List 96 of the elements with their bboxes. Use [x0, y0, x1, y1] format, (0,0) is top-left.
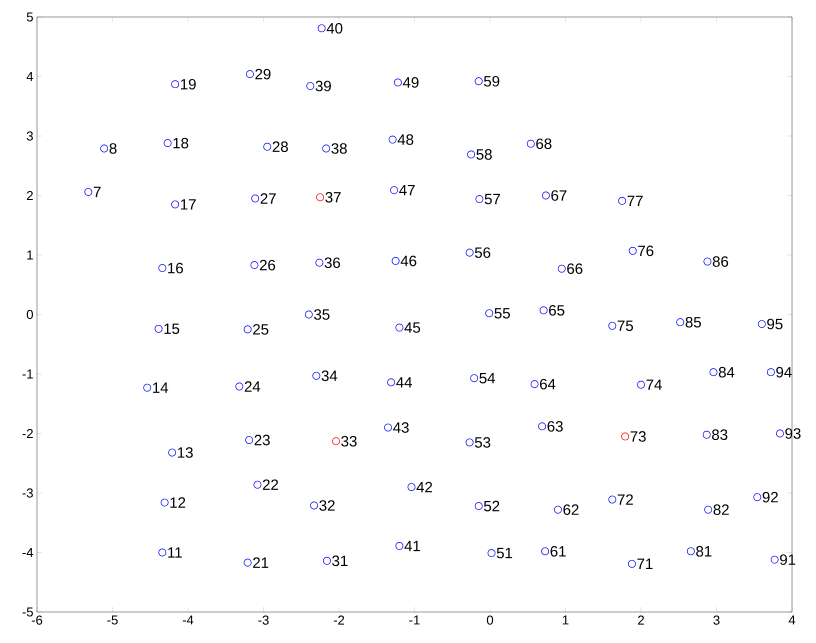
- x-tick-label: 0: [486, 616, 494, 625]
- annotation: 47: [399, 185, 415, 196]
- annotation: 92: [762, 492, 778, 502]
- annotation: 23: [254, 434, 270, 446]
- annotation: 49: [402, 77, 418, 88]
- x-tick-label: -1: [409, 616, 420, 624]
- x-tick-label: 2: [638, 616, 644, 625]
- annotation: 57: [484, 194, 500, 204]
- annotation: 15: [164, 324, 180, 334]
- annotation: 95: [767, 318, 782, 330]
- annotation: 39: [316, 80, 331, 92]
- annotation: 94: [776, 366, 792, 378]
- annotation: 16: [168, 262, 183, 274]
- annotation: 64: [540, 378, 556, 390]
- x-tick-label: 4: [788, 616, 796, 624]
- annotation: 84: [718, 366, 734, 378]
- annotation: 32: [319, 500, 335, 511]
- annotation: 37: [325, 192, 341, 203]
- y-tick-label: 1: [27, 250, 33, 260]
- annotation: 45: [404, 322, 420, 333]
- annotation: 24: [244, 381, 260, 392]
- annotation: 67: [551, 190, 566, 201]
- y-tick-label: -2: [22, 428, 33, 438]
- annotation: 74: [646, 380, 662, 390]
- annotation: 34: [322, 370, 338, 382]
- annotation: 29: [255, 68, 271, 80]
- annotation: 63: [548, 421, 563, 432]
- annotation: 35: [314, 309, 330, 320]
- x-tick-label: 3: [713, 616, 720, 625]
- x-tick-label: 1: [562, 616, 568, 624]
- annotation: 25: [253, 324, 268, 335]
- annotation: 27: [260, 193, 276, 204]
- y-tick-label: 2: [26, 190, 33, 200]
- annotation: 75: [618, 320, 634, 332]
- annotation: 46: [400, 256, 416, 266]
- annotation: 14: [153, 382, 168, 393]
- annotation: 36: [324, 257, 340, 268]
- annotation: 52: [484, 500, 500, 512]
- y-tick-label: 0: [26, 310, 33, 320]
- annotation: 38: [331, 143, 347, 154]
- y-tick-label: -1: [22, 370, 33, 378]
- x-tick-label: -4: [182, 616, 194, 624]
- annotation: 56: [474, 247, 490, 258]
- annotation: 83: [712, 429, 728, 440]
- annotation: 58: [476, 149, 492, 160]
- annotation: 82: [714, 504, 729, 515]
- annotation: 93: [785, 428, 801, 439]
- annotation: 76: [638, 246, 654, 256]
- annotation: 33: [341, 436, 357, 447]
- x-tick-label: -5: [107, 616, 118, 625]
- annotation: 85: [686, 316, 701, 328]
- y-tick-label: -3: [22, 488, 33, 498]
- annotation: 86: [712, 256, 728, 267]
- annotation: 55: [494, 308, 510, 319]
- annotation: 59: [484, 76, 500, 87]
- annotation: 18: [173, 138, 188, 148]
- annotation: 11: [168, 547, 182, 558]
- annotation: 7: [94, 186, 101, 198]
- x-tick-label: -3: [258, 616, 269, 625]
- annotation: 61: [550, 546, 566, 557]
- annotation: 17: [181, 199, 196, 210]
- x-tick-label: -6: [32, 616, 42, 625]
- annotation: 53: [474, 437, 490, 448]
- annotation: 48: [398, 134, 414, 145]
- annotation: 12: [170, 497, 186, 508]
- x-tick-label: -2: [334, 616, 344, 625]
- annotation: 40: [326, 23, 342, 34]
- annotation: 73: [630, 431, 646, 442]
- annotation: 21: [253, 557, 268, 568]
- annotation: 66: [567, 263, 582, 274]
- annotation: 41: [404, 540, 420, 552]
- y-tick-label: -5: [22, 607, 33, 617]
- y-tick-label: -4: [22, 548, 34, 557]
- y-tick-label: 4: [26, 72, 34, 81]
- annotation: 68: [536, 138, 552, 150]
- annotation: 22: [262, 479, 278, 490]
- annotation: 77: [628, 196, 643, 206]
- annotation: 65: [549, 305, 564, 316]
- annotation: 71: [637, 558, 653, 569]
- annotation: 31: [332, 556, 348, 566]
- annotation: 8: [110, 143, 117, 154]
- annotation: 26: [260, 260, 276, 270]
- annotation: 81: [696, 546, 712, 557]
- annotation: 72: [618, 494, 633, 505]
- annotation: 13: [178, 447, 193, 458]
- y-tick-label: 5: [26, 12, 33, 22]
- annotation: 44: [396, 377, 412, 388]
- annotation: 51: [496, 548, 512, 558]
- y-tick-label: 3: [26, 131, 33, 141]
- annotation: 62: [563, 504, 579, 515]
- annotation: 43: [393, 422, 409, 433]
- annotation: 28: [272, 141, 288, 152]
- annotation: 19: [181, 78, 196, 90]
- annotation: 54: [479, 372, 496, 384]
- annotation: 91: [780, 554, 796, 565]
- annotation: 42: [416, 482, 432, 492]
